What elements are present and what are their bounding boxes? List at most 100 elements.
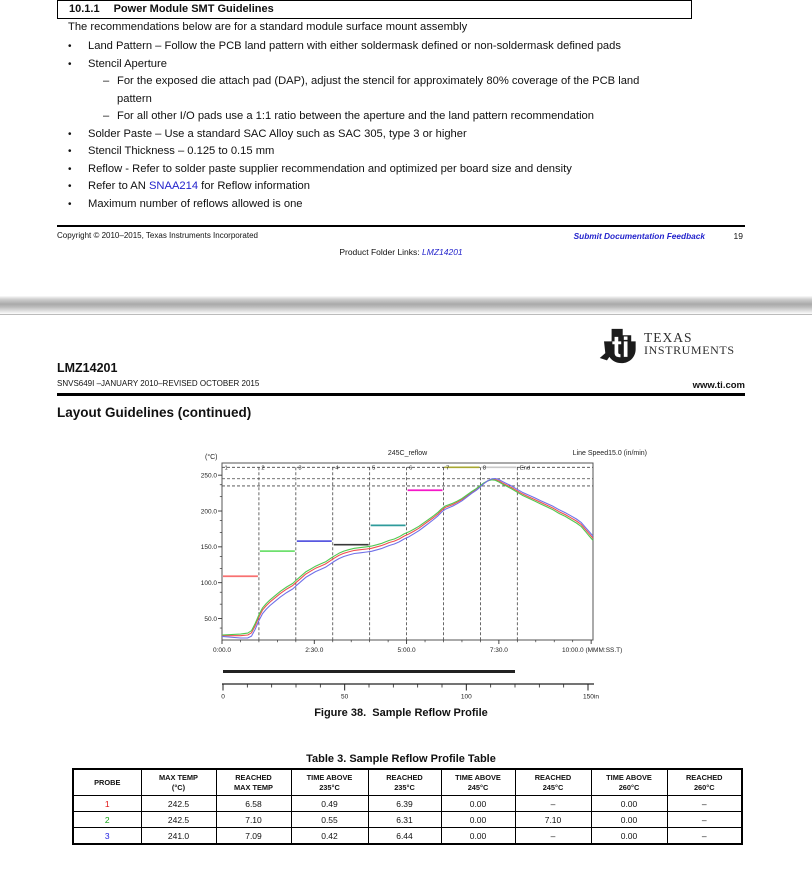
curve-probe-1 bbox=[222, 478, 594, 637]
bullet-item: • Reflow - Refer to solder paste supplier… bbox=[57, 161, 757, 179]
part-number: LMZ14201 bbox=[57, 361, 118, 375]
section-title: Power Module SMT Guidelines bbox=[113, 3, 274, 15]
zone-end-label: End bbox=[520, 466, 530, 472]
table-header-cell: REACHED 245°C bbox=[514, 768, 592, 797]
text-segment: Maximum number of reflows allowed is one bbox=[88, 197, 303, 210]
bullet-marker: • bbox=[68, 41, 72, 52]
chart-title: 245C_reflow bbox=[388, 450, 428, 457]
text-segment: Reflow - Refer to solder paste supplier … bbox=[88, 162, 572, 175]
website-text: www.ti.com bbox=[692, 380, 745, 391]
sub-bullet-item: – For the exposed die attach pad (DAP), a… bbox=[57, 73, 757, 108]
table-cell: 0.00 bbox=[590, 811, 668, 829]
bullet-item: • Stencil Thickness – 0.125 to 0.15 mm bbox=[57, 143, 757, 161]
table-row: 2 242.5 7.10 0.55 6.31 0.00 7.10 0.00– bbox=[72, 811, 743, 829]
bullet-text: Land Pattern – Follow the PCB land patte… bbox=[88, 38, 621, 56]
bullet-item: • Stencil Aperture bbox=[57, 56, 757, 74]
probe-number-cell: 2 bbox=[72, 811, 142, 829]
page-number: 19 bbox=[733, 231, 743, 241]
table-cell: 7.09 bbox=[215, 827, 292, 845]
table-cell: 6.58 bbox=[215, 795, 292, 813]
table-header-row: PROBE MAX TEMP (°C) REACHED MAX TEMP TIME A… bbox=[72, 768, 743, 797]
bullet-text: Refer to AN SNAA214 for Reflow informati… bbox=[88, 178, 310, 196]
ti-wordmark: TEXAS INSTRUMENTS bbox=[644, 331, 735, 357]
x-tick-label: 0:00.0 bbox=[213, 647, 231, 654]
table-header-cell: REACHED 260°C bbox=[666, 768, 743, 797]
copyright-text: Copyright © 2010–2015, Texas Instruments… bbox=[57, 231, 258, 240]
table-cell: – bbox=[666, 811, 743, 829]
intro-paragraph: The recommendations below are for a stan… bbox=[68, 21, 468, 33]
table-title: Table 3. Sample Reflow Profile Table bbox=[306, 753, 496, 765]
table-cell: 0.00 bbox=[440, 827, 516, 845]
dash-marker: – bbox=[103, 75, 110, 87]
product-folder-line: Product Folder Links: LMZ14201 bbox=[57, 247, 745, 257]
ti-logo-icon bbox=[599, 328, 636, 364]
ti-wordmark-line2: INSTRUMENTS bbox=[644, 343, 735, 357]
table-cell: 241.0 bbox=[140, 827, 217, 845]
bullet-text: Solder Paste – Use a standard SAC Alloy … bbox=[88, 126, 467, 144]
product-folder-prefix: Product Folder Links: bbox=[339, 247, 423, 257]
table-header-cell: TIME ABOVE 260°C bbox=[590, 768, 668, 797]
y-tick-label: 250.0 bbox=[201, 472, 218, 479]
layout-guidelines-heading: Layout Guidelines (continued) bbox=[57, 405, 252, 420]
section-number: 10.1.1 bbox=[69, 3, 100, 15]
text-segment: Solder Paste – Use a standard SAC Alloy … bbox=[88, 127, 467, 140]
table-cell: – bbox=[666, 827, 743, 845]
table-cell: 0.00 bbox=[590, 795, 668, 813]
bullet-marker: • bbox=[68, 181, 72, 192]
zone-6-label: 6 bbox=[409, 466, 412, 472]
bullet-text: Stencil Aperture bbox=[88, 56, 167, 74]
x-tick-label: 7:30.0 bbox=[490, 647, 508, 654]
table-cell: 7.10 bbox=[215, 811, 292, 829]
table-header-cell: REACHED MAX TEMP bbox=[215, 768, 292, 797]
text-segment: Stencil Thickness – 0.125 to 0.15 mm bbox=[88, 145, 275, 157]
y-tick-label: 150.0 bbox=[201, 544, 218, 551]
table-cell: 7.10 bbox=[514, 811, 592, 829]
zone-4-label: 4 bbox=[335, 466, 339, 472]
bullet-marker: • bbox=[68, 146, 72, 157]
table-cell: 242.5 bbox=[140, 811, 217, 829]
figure-caption: Figure 38. Sample Reflow Profile bbox=[314, 707, 488, 719]
zone-2-label: 2 bbox=[261, 466, 264, 472]
zone-5-label: 5 bbox=[372, 466, 375, 472]
bullet-marker: • bbox=[68, 58, 72, 70]
footer-rule bbox=[57, 225, 745, 227]
table-cell: 0.55 bbox=[290, 811, 369, 829]
x-tick-label: 10:00.0 (MMM:SS.T) bbox=[562, 647, 622, 654]
section-heading-box: 10.1.1 Power Module SMT Guidelines bbox=[57, 0, 692, 19]
text-segment: For all other I/O pads use a 1:1 ratio b… bbox=[117, 110, 595, 122]
table-cell: – bbox=[514, 795, 592, 813]
bullet-marker: • bbox=[68, 128, 72, 140]
y-tick-label: 200.0 bbox=[201, 508, 218, 515]
ti-wordmark-line1: TEXAS bbox=[644, 330, 693, 345]
zone-3-label: 3 bbox=[298, 466, 301, 472]
table-cell: 242.5 bbox=[140, 795, 217, 813]
bullet-text: Reflow - Refer to solder paste supplier … bbox=[88, 161, 572, 179]
curve-probe-2 bbox=[221, 479, 594, 636]
table-header-cell: PROBE bbox=[72, 768, 142, 797]
page-2: TEXAS INSTRUMENTS LMZ14201 SNVS649I –JAN… bbox=[0, 316, 812, 880]
submit-feedback-link[interactable]: Submit Documentation Feedback bbox=[573, 231, 705, 241]
table-header-cell: TIME ABOVE 245°C bbox=[440, 768, 516, 797]
bullet-item: • Solder Paste – Use a standard SAC Alloy… bbox=[57, 126, 757, 144]
ruler-tick-label: 0 bbox=[221, 694, 225, 701]
document-revision-line: SNVS649I –JANUARY 2010–REVISED OCTOBER 2… bbox=[57, 379, 260, 388]
probe-number-cell: 3 bbox=[72, 827, 142, 845]
snaa214-link[interactable]: SNAA214 bbox=[148, 180, 199, 192]
table-header-cell: TIME ABOVE 235°C bbox=[290, 768, 369, 797]
ruler-tick-label: 50 bbox=[341, 694, 349, 701]
line-speed-label: Line Speed15.0 (in/min) bbox=[573, 450, 647, 457]
table-cell: 0.00 bbox=[440, 811, 516, 829]
bullet-text: For the exposed die attach pad (DAP), ad… bbox=[117, 73, 639, 108]
table-cell: 0.42 bbox=[290, 827, 369, 845]
table-cell: 0.00 bbox=[590, 827, 668, 845]
table-row: 1 242.5 6.58 0.49 6.39 0.00–0.00– bbox=[72, 795, 743, 813]
bullet-text: Maximum number of reflows allowed is one bbox=[88, 196, 303, 214]
probe-number-cell: 1 bbox=[72, 795, 142, 813]
product-folder-link[interactable]: LMZ14201 bbox=[422, 247, 463, 257]
bullet-item: • Maximum number of reflows allowed is on… bbox=[57, 196, 757, 214]
bullet-marker: • bbox=[68, 198, 72, 210]
reflow-profile-table: PROBE MAX TEMP (°C) REACHED MAX TEMP TIME A… bbox=[72, 768, 743, 846]
table-cell: 0.49 bbox=[290, 795, 369, 813]
bullet-text: Stencil Thickness – 0.125 to 0.15 mm bbox=[88, 143, 274, 161]
table-cell: – bbox=[514, 827, 592, 845]
